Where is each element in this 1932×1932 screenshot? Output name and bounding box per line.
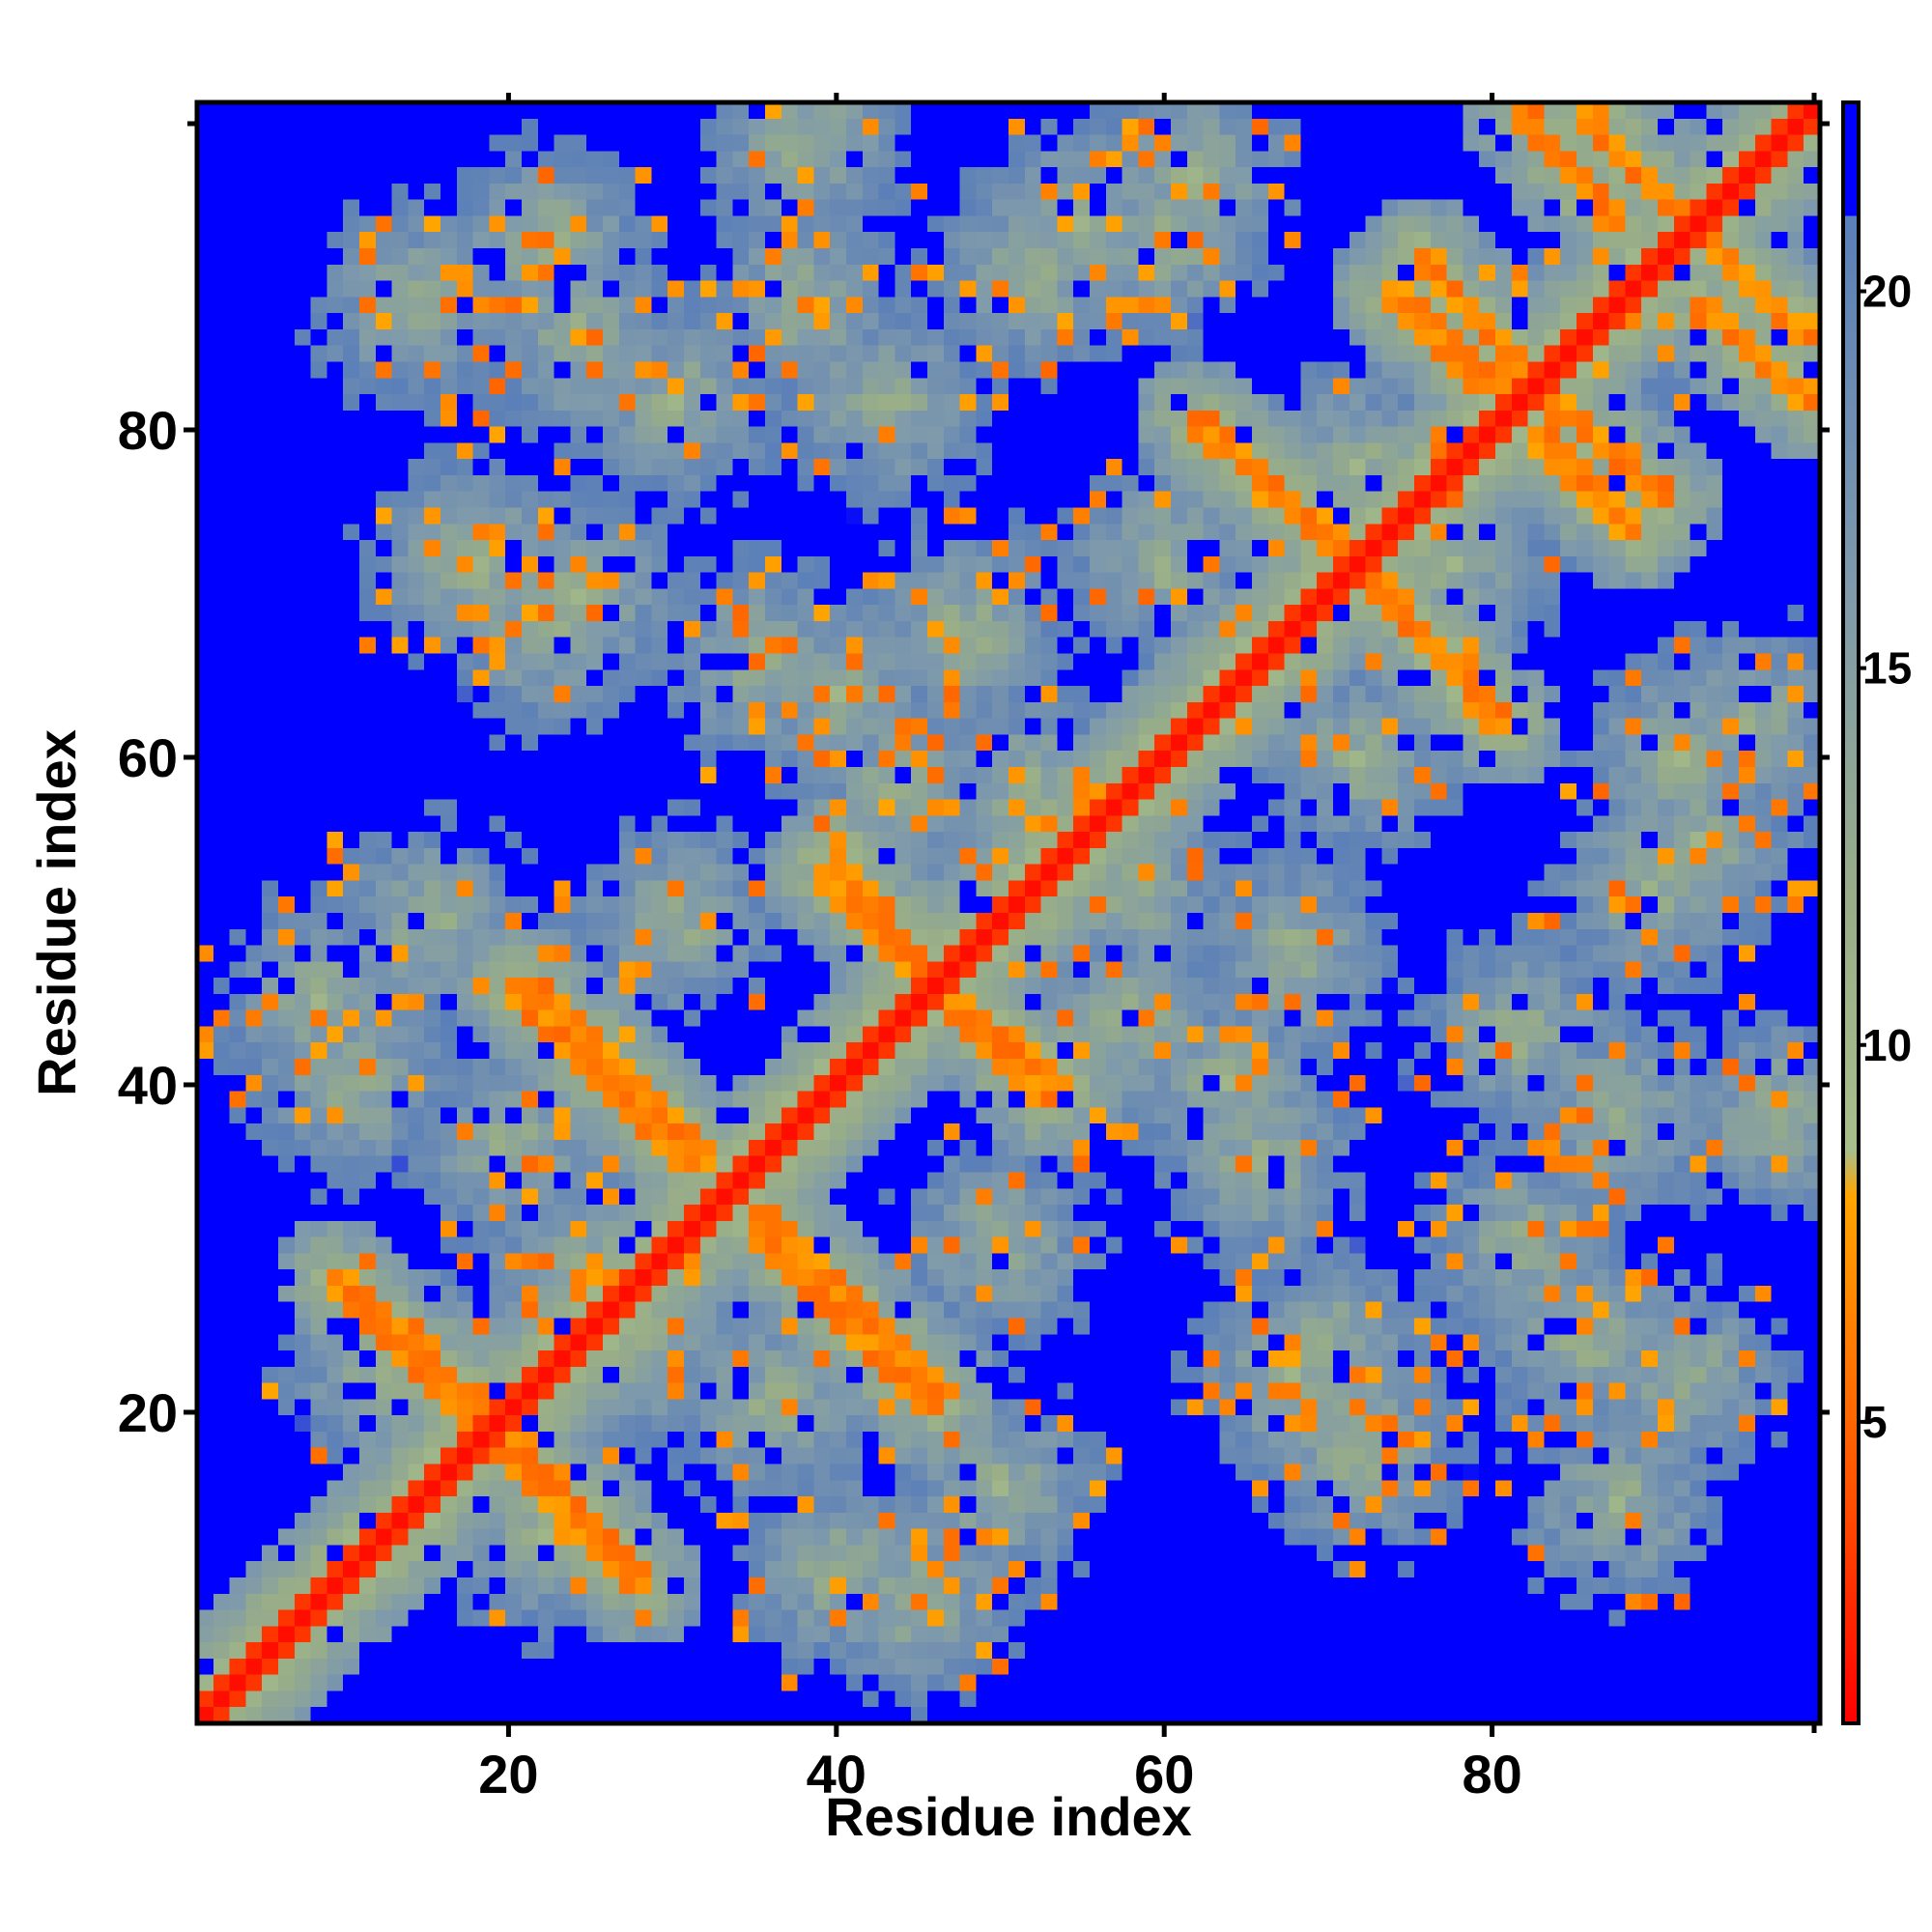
colorbar-ticks: 5 10 15 20 bbox=[1859, 266, 1912, 1447]
colorbar-tick-label: 10 bbox=[1862, 1020, 1912, 1070]
colorbar-tick-label: 5 bbox=[1862, 1397, 1888, 1447]
x-axis-ticks: 20 40 60 80 bbox=[478, 1723, 1817, 1804]
x-axis-title: Residue index bbox=[825, 1786, 1192, 1847]
heatmap-cells bbox=[197, 102, 1820, 1723]
y-axis-ticks: 20 40 60 80 bbox=[118, 121, 197, 1443]
colorbar-tick-label: 20 bbox=[1862, 266, 1912, 316]
y-tick-label: 60 bbox=[118, 727, 178, 788]
colorbar bbox=[1841, 100, 1861, 1725]
x-tick-label: 20 bbox=[478, 1744, 538, 1804]
y-tick-label: 40 bbox=[118, 1055, 178, 1116]
y-tick-label: 80 bbox=[118, 400, 178, 461]
x-axis-top-ticks bbox=[505, 93, 1817, 102]
x-tick-label: 60 bbox=[1134, 1744, 1194, 1804]
x-tick-label: 40 bbox=[807, 1744, 867, 1804]
y-tick-label: 20 bbox=[118, 1382, 178, 1443]
y-axis-right-ticks bbox=[1820, 121, 1830, 1415]
x-tick-label: 80 bbox=[1462, 1744, 1521, 1804]
plot-frame bbox=[194, 99, 1823, 1726]
colorbar-tick-label: 15 bbox=[1862, 643, 1912, 694]
y-axis-title: Residue index bbox=[26, 729, 87, 1096]
